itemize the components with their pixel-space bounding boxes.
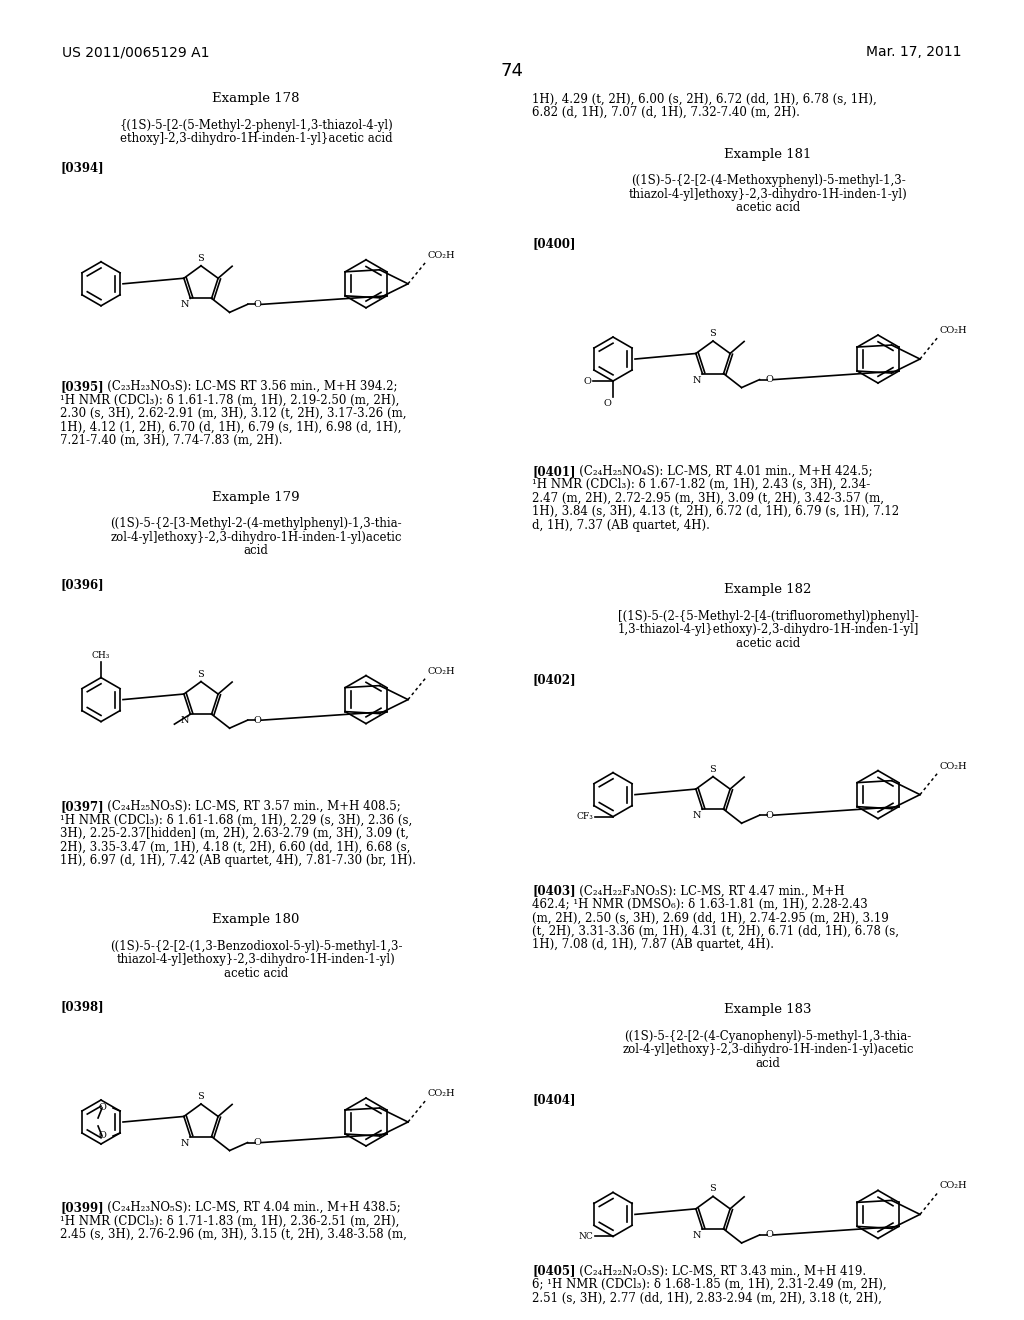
Text: zol-4-yl]ethoxy}-2,3-dihydro-1H-inden-1-yl)acetic: zol-4-yl]ethoxy}-2,3-dihydro-1H-inden-1-… xyxy=(111,531,401,544)
Text: [0398]: [0398] xyxy=(60,1001,103,1014)
Text: [0401]: [0401] xyxy=(532,465,575,478)
Text: 2.45 (s, 3H), 2.76-2.96 (m, 3H), 3.15 (t, 2H), 3.48-3.58 (m,: 2.45 (s, 3H), 2.76-2.96 (m, 3H), 3.15 (t… xyxy=(60,1228,407,1241)
Text: 1H), 4.12 (1, 2H), 6.70 (d, 1H), 6.79 (s, 1H), 6.98 (d, 1H),: 1H), 4.12 (1, 2H), 6.70 (d, 1H), 6.79 (s… xyxy=(60,421,401,434)
Text: ¹H NMR (CDCl₃): δ 1.67-1.82 (m, 1H), 2.43 (s, 3H), 2.34-: ¹H NMR (CDCl₃): δ 1.67-1.82 (m, 1H), 2.4… xyxy=(532,478,870,491)
Text: [0397]: [0397] xyxy=(60,800,103,813)
Text: S: S xyxy=(198,669,205,678)
Text: CF₃: CF₃ xyxy=(577,812,593,821)
Text: [0400]: [0400] xyxy=(532,238,575,251)
Text: Mar. 17, 2011: Mar. 17, 2011 xyxy=(866,45,962,59)
Text: CO₂H: CO₂H xyxy=(940,326,968,335)
Text: (m, 2H), 2.50 (s, 3H), 2.69 (dd, 1H), 2.74-2.95 (m, 2H), 3.19: (m, 2H), 2.50 (s, 3H), 2.69 (dd, 1H), 2.… xyxy=(532,911,889,924)
Text: N: N xyxy=(693,376,701,384)
Text: thiazol-4-yl]ethoxy}-2,3-dihydro-1H-inden-1-yl): thiazol-4-yl]ethoxy}-2,3-dihydro-1H-inde… xyxy=(629,187,907,201)
Text: acid: acid xyxy=(244,544,268,557)
Text: 1,3-thiazol-4-yl}ethoxy)-2,3-dihydro-1H-inden-1-yl]: 1,3-thiazol-4-yl}ethoxy)-2,3-dihydro-1H-… xyxy=(617,623,919,636)
Text: ethoxy]-2,3-dihydro-1H-inden-1-yl}acetic acid: ethoxy]-2,3-dihydro-1H-inden-1-yl}acetic… xyxy=(120,132,392,145)
Text: O: O xyxy=(254,300,261,309)
Text: thiazol-4-yl]ethoxy}-2,3-dihydro-1H-inden-1-yl): thiazol-4-yl]ethoxy}-2,3-dihydro-1H-inde… xyxy=(117,953,395,966)
Text: S: S xyxy=(710,329,717,338)
Text: O: O xyxy=(98,1104,106,1113)
Text: ¹H NMR (CDCl₃): δ 1.61-1.78 (m, 1H), 2.19-2.50 (m, 2H),: ¹H NMR (CDCl₃): δ 1.61-1.78 (m, 1H), 2.1… xyxy=(60,393,399,407)
Text: O: O xyxy=(583,376,591,385)
Text: 2.51 (s, 3H), 2.77 (dd, 1H), 2.83-2.94 (m, 2H), 3.18 (t, 2H),: 2.51 (s, 3H), 2.77 (dd, 1H), 2.83-2.94 (… xyxy=(532,1291,882,1304)
Text: CO₂H: CO₂H xyxy=(428,667,456,676)
Text: S: S xyxy=(198,253,205,263)
Text: N: N xyxy=(693,1232,701,1239)
Text: {(1S)-5-[2-(5-Methyl-2-phenyl-1,3-thiazol-4-yl): {(1S)-5-[2-(5-Methyl-2-phenyl-1,3-thiazo… xyxy=(119,119,393,132)
Text: 6; ¹H NMR (CDCl₃): δ 1.68-1.85 (m, 1H), 2.31-2.49 (m, 2H),: 6; ¹H NMR (CDCl₃): δ 1.68-1.85 (m, 1H), … xyxy=(532,1278,887,1291)
Text: 1H), 4.29 (t, 2H), 6.00 (s, 2H), 6.72 (dd, 1H), 6.78 (s, 1H),: 1H), 4.29 (t, 2H), 6.00 (s, 2H), 6.72 (d… xyxy=(532,92,877,106)
Text: ((1S)-5-{2-[2-(4-Cyanophenyl)-5-methyl-1,3-thia-: ((1S)-5-{2-[2-(4-Cyanophenyl)-5-methyl-1… xyxy=(625,1030,911,1043)
Text: [(1S)-5-(2-{5-Methyl-2-[4-(trifluoromethyl)phenyl]-: [(1S)-5-(2-{5-Methyl-2-[4-(trifluorometh… xyxy=(617,610,919,623)
Text: CO₂H: CO₂H xyxy=(940,1181,968,1191)
Text: [0402]: [0402] xyxy=(532,673,575,686)
Text: NC: NC xyxy=(579,1232,593,1241)
Text: S: S xyxy=(198,1092,205,1101)
Text: (t, 2H), 3.31-3.36 (m, 1H), 4.31 (t, 2H), 6.71 (dd, 1H), 6.78 (s,: (t, 2H), 3.31-3.36 (m, 1H), 4.31 (t, 2H)… xyxy=(532,925,899,939)
Text: N: N xyxy=(181,717,189,725)
Text: [0403]: [0403] xyxy=(532,884,575,898)
Text: acetic acid: acetic acid xyxy=(224,966,288,979)
Text: ¹H NMR (CDCl₃): δ 1.71-1.83 (m, 1H), 2.36-2.51 (m, 2H),: ¹H NMR (CDCl₃): δ 1.71-1.83 (m, 1H), 2.3… xyxy=(60,1214,399,1228)
Text: [0399]: [0399] xyxy=(60,1201,103,1214)
Text: O: O xyxy=(98,1131,106,1140)
Text: Example 180: Example 180 xyxy=(212,913,300,927)
Text: ((1S)-5-{2-[2-(1,3-Benzodioxol-5-yl)-5-methyl-1,3-: ((1S)-5-{2-[2-(1,3-Benzodioxol-5-yl)-5-m… xyxy=(110,940,402,953)
Text: (C₂₄H₂₂N₂O₃S): LC-MS, RT 3.43 min., M+H 419.: (C₂₄H₂₂N₂O₃S): LC-MS, RT 3.43 min., M+H … xyxy=(568,1265,866,1278)
Text: 1H), 3.84 (s, 3H), 4.13 (t, 2H), 6.72 (d, 1H), 6.79 (s, 1H), 7.12: 1H), 3.84 (s, 3H), 4.13 (t, 2H), 6.72 (d… xyxy=(532,506,899,519)
Text: 3H), 2.25-2.37[hidden] (m, 2H), 2.63-2.79 (m, 3H), 3.09 (t,: 3H), 2.25-2.37[hidden] (m, 2H), 2.63-2.7… xyxy=(60,826,409,840)
Text: ((1S)-5-{2-[2-(4-Methoxyphenyl)-5-methyl-1,3-: ((1S)-5-{2-[2-(4-Methoxyphenyl)-5-methyl… xyxy=(631,174,905,187)
Text: 462.4; ¹H NMR (DMSO₆): δ 1.63-1.81 (m, 1H), 2.28-2.43: 462.4; ¹H NMR (DMSO₆): δ 1.63-1.81 (m, 1… xyxy=(532,898,867,911)
Text: [0404]: [0404] xyxy=(532,1093,575,1106)
Text: ¹H NMR (CDCl₃): δ 1.61-1.68 (m, 1H), 2.29 (s, 3H), 2.36 (s,: ¹H NMR (CDCl₃): δ 1.61-1.68 (m, 1H), 2.2… xyxy=(60,813,413,826)
Text: 7.21-7.40 (m, 3H), 7.74-7.83 (m, 2H).: 7.21-7.40 (m, 3H), 7.74-7.83 (m, 2H). xyxy=(60,434,283,447)
Text: 1H), 7.08 (d, 1H), 7.87 (AB quartet, 4H).: 1H), 7.08 (d, 1H), 7.87 (AB quartet, 4H)… xyxy=(532,939,774,952)
Text: O: O xyxy=(254,1138,261,1147)
Text: N: N xyxy=(181,1139,189,1147)
Text: 2.47 (m, 2H), 2.72-2.95 (m, 3H), 3.09 (t, 2H), 3.42-3.57 (m,: 2.47 (m, 2H), 2.72-2.95 (m, 3H), 3.09 (t… xyxy=(532,491,884,504)
Text: acid: acid xyxy=(756,1056,780,1069)
Text: O: O xyxy=(254,715,261,725)
Text: O: O xyxy=(603,399,611,408)
Text: N: N xyxy=(693,812,701,820)
Text: 2.30 (s, 3H), 2.62-2.91 (m, 3H), 3.12 (t, 2H), 3.17-3.26 (m,: 2.30 (s, 3H), 2.62-2.91 (m, 3H), 3.12 (t… xyxy=(60,407,407,420)
Text: (C₂₄H₂₅NO₄S): LC-MS, RT 4.01 min., M+H 424.5;: (C₂₄H₂₅NO₄S): LC-MS, RT 4.01 min., M+H 4… xyxy=(568,465,872,478)
Text: Example 181: Example 181 xyxy=(724,148,812,161)
Text: N: N xyxy=(181,301,189,309)
Text: zol-4-yl]ethoxy}-2,3-dihydro-1H-inden-1-yl)acetic: zol-4-yl]ethoxy}-2,3-dihydro-1H-inden-1-… xyxy=(623,1043,913,1056)
Text: ((1S)-5-{2-[3-Methyl-2-(4-methylphenyl)-1,3-thia-: ((1S)-5-{2-[3-Methyl-2-(4-methylphenyl)-… xyxy=(111,517,401,531)
Text: acetic acid: acetic acid xyxy=(736,201,800,214)
Text: Example 178: Example 178 xyxy=(212,92,300,106)
Text: d, 1H), 7.37 (AB quartet, 4H).: d, 1H), 7.37 (AB quartet, 4H). xyxy=(532,519,710,532)
Text: CO₂H: CO₂H xyxy=(940,762,968,771)
Text: Example 179: Example 179 xyxy=(212,491,300,504)
Text: O: O xyxy=(766,810,773,820)
Text: US 2011/0065129 A1: US 2011/0065129 A1 xyxy=(62,45,210,59)
Text: 2H), 3.35-3.47 (m, 1H), 4.18 (t, 2H), 6.60 (dd, 1H), 6.68 (s,: 2H), 3.35-3.47 (m, 1H), 4.18 (t, 2H), 6.… xyxy=(60,841,411,854)
Text: (C₂₃H₂₃NO₃S): LC-MS RT 3.56 min., M+H 394.2;: (C₂₃H₂₃NO₃S): LC-MS RT 3.56 min., M+H 39… xyxy=(96,380,397,393)
Text: (C₂₄H₂₂F₃NO₃S): LC-MS, RT 4.47 min., M+H: (C₂₄H₂₂F₃NO₃S): LC-MS, RT 4.47 min., M+H xyxy=(568,884,845,898)
Text: O: O xyxy=(766,375,773,384)
Text: (C₂₄H₂₃NO₅S): LC-MS, RT 4.04 min., M+H 438.5;: (C₂₄H₂₃NO₅S): LC-MS, RT 4.04 min., M+H 4… xyxy=(96,1201,400,1214)
Text: [0405]: [0405] xyxy=(532,1265,575,1278)
Text: 1H), 6.97 (d, 1H), 7.42 (AB quartet, 4H), 7.81-7.30 (br, 1H).: 1H), 6.97 (d, 1H), 7.42 (AB quartet, 4H)… xyxy=(60,854,416,867)
Text: Example 183: Example 183 xyxy=(724,1003,812,1016)
Text: O: O xyxy=(766,1230,773,1239)
Text: CO₂H: CO₂H xyxy=(428,251,456,260)
Text: [0395]: [0395] xyxy=(60,380,103,393)
Text: 74: 74 xyxy=(501,62,523,81)
Text: S: S xyxy=(710,764,717,774)
Text: Example 182: Example 182 xyxy=(724,583,812,597)
Text: CH₃: CH₃ xyxy=(92,651,111,660)
Text: 6.82 (d, 1H), 7.07 (d, 1H), 7.32-7.40 (m, 2H).: 6.82 (d, 1H), 7.07 (d, 1H), 7.32-7.40 (m… xyxy=(532,106,800,119)
Text: CO₂H: CO₂H xyxy=(428,1089,456,1098)
Text: acetic acid: acetic acid xyxy=(736,636,800,649)
Text: S: S xyxy=(710,1184,717,1193)
Text: [0394]: [0394] xyxy=(60,161,103,174)
Text: [0396]: [0396] xyxy=(60,578,103,591)
Text: (C₂₄H₂₅NO₃S): LC-MS, RT 3.57 min., M+H 408.5;: (C₂₄H₂₅NO₃S): LC-MS, RT 3.57 min., M+H 4… xyxy=(96,800,400,813)
